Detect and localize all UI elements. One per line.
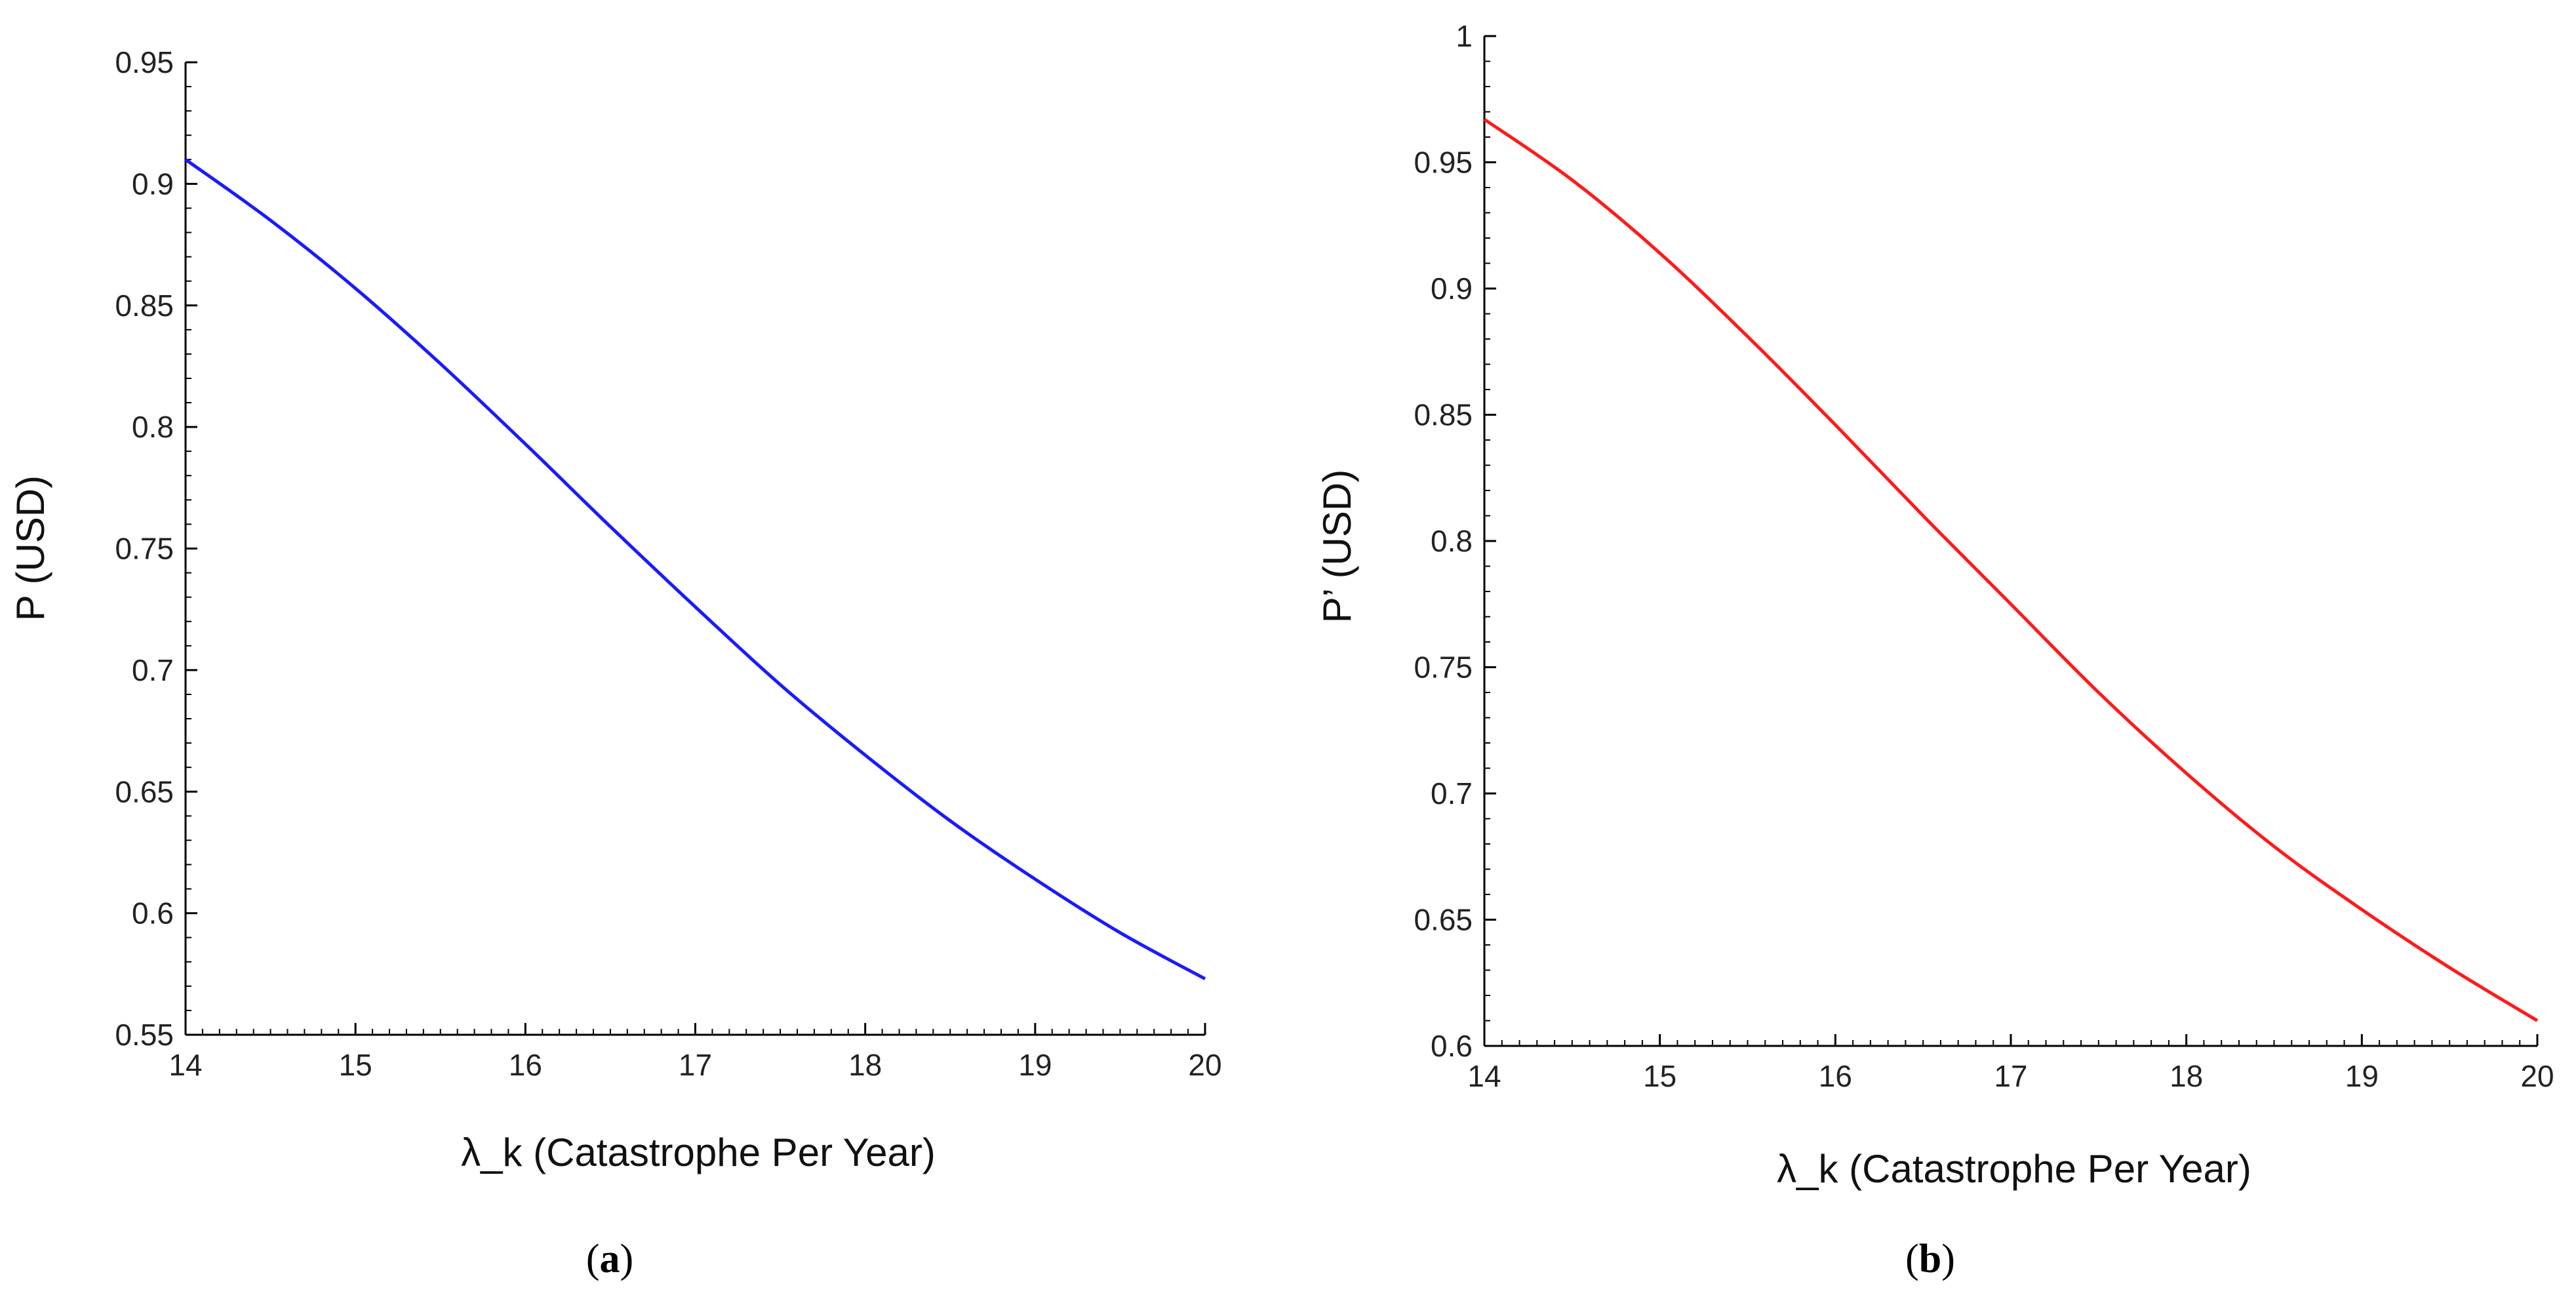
- chart-panel-a: 14 15 16 17 18 19 20 0.55 0.6 0.65 0.7 0.75 0.8 0.85 0…: [9, 45, 1222, 1281]
- y-axis-label-a: P (USD): [9, 475, 52, 621]
- y-tick-label-a: 0.85: [115, 289, 174, 323]
- plot-area-a: 14 15 16 17 18 19 20 0.55 0.6 0.65 0.7 0.75 0.8 0.85 0…: [115, 45, 1221, 1082]
- x-tick-label-a: 14: [168, 1048, 202, 1082]
- y-axis-label-b: P’ (USD): [1315, 470, 1359, 623]
- x-tick-label-b: 15: [1643, 1059, 1676, 1093]
- x-tick-label-b: 19: [2345, 1059, 2379, 1093]
- y-tick-label-a: 0.7: [132, 653, 174, 687]
- x-axis-label-a: λ_k (Catastrophe Per Year): [461, 1131, 936, 1174]
- x-axis-label-b: λ_k (Catastrophe Per Year): [1777, 1147, 2251, 1191]
- x-tick-label-b: 14: [1467, 1059, 1501, 1093]
- chart-panel-b: 14 15 16 17 18 19 20 0.6 0.65 0.7 0.75 0.8 0.85 0.9 0.…: [1315, 19, 2554, 1281]
- y-tick-label-a: 0.65: [115, 774, 174, 809]
- x-tick-label-a: 15: [339, 1048, 372, 1082]
- series-line-a: [184, 158, 1206, 980]
- caption-open-a: (: [586, 1237, 600, 1281]
- x-tick-label-b: 16: [1819, 1059, 1852, 1093]
- caption-letter-a: a: [600, 1237, 620, 1281]
- x-tick-label-b: 17: [1994, 1059, 2027, 1093]
- y-tick-label-a: 0.8: [132, 410, 174, 444]
- y-tick-label-b: 0.6: [1431, 1029, 1473, 1063]
- plot-area-b: 14 15 16 17 18 19 20 0.6 0.65 0.7 0.75 0.8 0.85 0.9 0.…: [1414, 19, 2554, 1093]
- y-tick-label-a: 0.55: [115, 1018, 174, 1052]
- caption-open-b: (: [1905, 1237, 1919, 1281]
- panel-caption-a: (a): [586, 1237, 633, 1281]
- y-tick-label-b: 1: [1456, 19, 1473, 53]
- caption-close-b: ): [1941, 1237, 1955, 1281]
- y-tick-label-a: 0.6: [132, 896, 174, 931]
- x-tick-label-a: 17: [679, 1048, 712, 1082]
- y-tick-label-b: 0.65: [1414, 903, 1473, 937]
- y-tick-label-a: 0.9: [132, 167, 174, 201]
- x-tick-label-b: 18: [2170, 1059, 2203, 1093]
- y-tick-label-b: 0.75: [1414, 650, 1473, 685]
- caption-letter-b: b: [1919, 1237, 1941, 1281]
- x-tick-label-a: 16: [509, 1048, 542, 1082]
- y-tick-label-b: 0.7: [1431, 776, 1473, 811]
- y-tick-label-a: 0.95: [115, 45, 174, 79]
- x-tick-label-a: 20: [1188, 1048, 1221, 1082]
- x-tick-label-a: 19: [1018, 1048, 1052, 1082]
- y-tick-label-b: 0.85: [1414, 398, 1473, 432]
- panel-caption-b: (b): [1905, 1237, 1955, 1281]
- y-tick-label-b: 0.8: [1431, 524, 1473, 558]
- y-tick-label-b: 0.9: [1431, 271, 1473, 306]
- x-tick-label-b: 20: [2520, 1059, 2554, 1093]
- y-tick-label-b: 0.95: [1414, 146, 1473, 180]
- series-line-b: [1483, 117, 2539, 1022]
- caption-close-a: ): [620, 1237, 634, 1281]
- y-tick-label-a: 0.75: [115, 532, 174, 566]
- x-tick-label-a: 18: [848, 1048, 882, 1082]
